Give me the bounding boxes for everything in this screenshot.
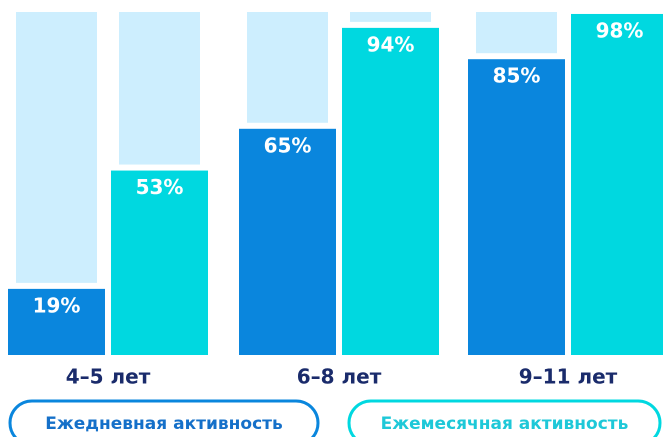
bar — [342, 27, 439, 355]
legend-pill — [347, 399, 662, 437]
x-tick-label: 4–5 лет — [66, 365, 151, 389]
value-label: 85% — [493, 64, 541, 88]
value-label: 53% — [136, 175, 184, 199]
legend-label: Ежемесячная активность — [381, 414, 629, 434]
x-tick-label: 6–8 лет — [297, 365, 382, 389]
value-label: 98% — [596, 18, 644, 42]
x-tick-label: 9–11 лет — [519, 365, 618, 389]
bar-background — [350, 12, 431, 22]
bar — [239, 128, 336, 355]
legend-label: Ежедневная активность — [45, 414, 283, 434]
bar — [468, 59, 565, 355]
bar — [8, 288, 105, 355]
value-label: 65% — [264, 133, 312, 157]
bar-background — [119, 12, 200, 165]
bar-background — [16, 12, 97, 283]
bar — [571, 13, 663, 356]
bar-background — [247, 12, 328, 123]
bar-background — [476, 12, 557, 54]
value-label: 94% — [367, 32, 415, 56]
legend-pill — [8, 399, 320, 437]
bar — [111, 170, 208, 355]
value-label: 19% — [33, 293, 81, 317]
